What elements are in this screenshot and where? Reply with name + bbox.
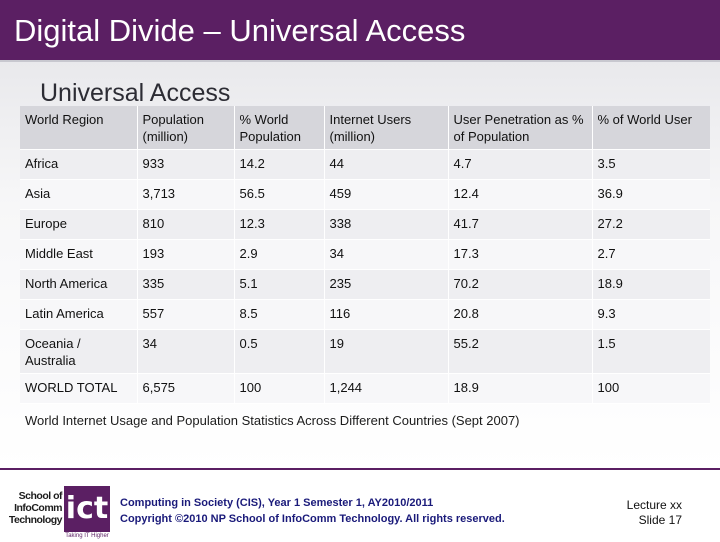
- title-bar: Digital Divide – Universal Access: [0, 0, 720, 60]
- cell-world-population: 5.1: [233, 269, 324, 300]
- cell-region: Asia: [20, 179, 137, 210]
- slide-subtitle: Universal Access: [40, 79, 231, 107]
- footer-course-info: Computing in Society (CIS), Year 1 Semes…: [120, 495, 505, 527]
- cell-world-population: 14.2: [233, 149, 324, 180]
- cell-internet-users: 19: [323, 329, 448, 374]
- slide-content: Universal Access World Region Population…: [0, 60, 720, 470]
- cell-internet-users: 34: [323, 239, 448, 270]
- header-region: World Region: [20, 106, 137, 150]
- slide-footer: School of InfoComm Technology ict Taking…: [0, 468, 720, 542]
- lecture-label: Lecture xx: [626, 498, 682, 512]
- slide-number: Slide 17: [638, 513, 682, 527]
- cell-internet-users: 44: [323, 149, 448, 180]
- cell-region: WORLD TOTAL: [20, 373, 137, 404]
- cell-internet-users: 235: [323, 269, 448, 300]
- cell-population: 557: [136, 299, 234, 330]
- cell-world-user: 27.2: [591, 209, 710, 240]
- cell-penetration: 18.9: [447, 373, 592, 404]
- statistics-table: World Region Population (million) % Worl…: [20, 106, 710, 404]
- cell-world-user: 1.5: [591, 329, 710, 374]
- cell-world-population: 0.5: [233, 329, 324, 374]
- header-penetration: User Penetration as % of Population: [447, 106, 592, 150]
- cell-penetration: 70.2: [447, 269, 592, 300]
- cell-world-population: 12.3: [233, 209, 324, 240]
- cell-world-user: 3.5: [591, 149, 710, 180]
- cell-penetration: 55.2: [447, 329, 592, 374]
- cell-region: Middle East: [20, 239, 137, 270]
- cell-population: 34: [136, 329, 234, 374]
- logo-text: School of InfoComm Technology: [8, 490, 63, 526]
- table-row: Europe 810 12.3 338 41.7 27.2: [20, 209, 710, 240]
- header-world-population: % World Population: [233, 106, 324, 150]
- cell-region: Europe: [20, 209, 137, 240]
- table-row: Middle East 193 2.9 34 17.3 2.7: [20, 239, 710, 270]
- cell-population: 6,575: [136, 373, 234, 404]
- cell-population: 3,713: [136, 179, 234, 210]
- footer-course-line: Computing in Society (CIS), Year 1 Semes…: [120, 497, 434, 509]
- cell-internet-users: 459: [323, 179, 448, 210]
- cell-region: North America: [20, 269, 137, 300]
- footer-copyright-line: Copyright ©2010 NP School of InfoComm Te…: [120, 513, 505, 525]
- cell-internet-users: 116: [323, 299, 448, 330]
- cell-world-user: 18.9: [591, 269, 710, 300]
- cell-penetration: 12.4: [447, 179, 592, 210]
- header-internet-users: Internet Users (million): [323, 106, 448, 150]
- cell-region: Africa: [20, 149, 137, 180]
- table-row: Latin America 557 8.5 116 20.8 9.3: [20, 299, 710, 330]
- ict-logo-mark: ict: [64, 486, 110, 532]
- cell-world-user: 36.9: [591, 179, 710, 210]
- cell-world-population: 2.9: [233, 239, 324, 270]
- cell-world-population: 100: [233, 373, 324, 404]
- header-population: Population (million): [136, 106, 234, 150]
- table-row: Oceania / Australia 34 0.5 19 55.2 1.5: [20, 329, 710, 374]
- cell-population: 335: [136, 269, 234, 300]
- cell-region: Latin America: [20, 299, 137, 330]
- table-header-row: World Region Population (million) % Worl…: [20, 106, 710, 150]
- table-row: North America 335 5.1 235 70.2 18.9: [20, 269, 710, 300]
- cell-internet-users: 338: [323, 209, 448, 240]
- footer-slide-info: Lecture xx Slide 17: [627, 498, 682, 528]
- cell-penetration: 4.7: [447, 149, 592, 180]
- table-caption: World Internet Usage and Population Stat…: [25, 413, 520, 428]
- school-logo: School of InfoComm Technology ict Taking…: [2, 486, 112, 542]
- cell-population: 193: [136, 239, 234, 270]
- logo-tagline: Taking IT Higher: [65, 533, 109, 539]
- cell-penetration: 20.8: [447, 299, 592, 330]
- cell-penetration: 41.7: [447, 209, 592, 240]
- cell-penetration: 17.3: [447, 239, 592, 270]
- cell-internet-users: 1,244: [323, 373, 448, 404]
- cell-world-user: 100: [591, 373, 710, 404]
- table-row: Africa 933 14.2 44 4.7 3.5: [20, 149, 710, 180]
- cell-world-population: 8.5: [233, 299, 324, 330]
- cell-world-user: 2.7: [591, 239, 710, 270]
- table-row: Asia 3,713 56.5 459 12.4 36.9: [20, 179, 710, 210]
- cell-population: 933: [136, 149, 234, 180]
- cell-region: Oceania / Australia: [20, 329, 137, 374]
- header-world-user: % of World User: [591, 106, 710, 150]
- cell-world-population: 56.5: [233, 179, 324, 210]
- cell-world-user: 9.3: [591, 299, 710, 330]
- cell-population: 810: [136, 209, 234, 240]
- table-row-total: WORLD TOTAL 6,575 100 1,244 18.9 100: [20, 373, 710, 404]
- slide-title: Digital Divide – Universal Access: [14, 13, 466, 48]
